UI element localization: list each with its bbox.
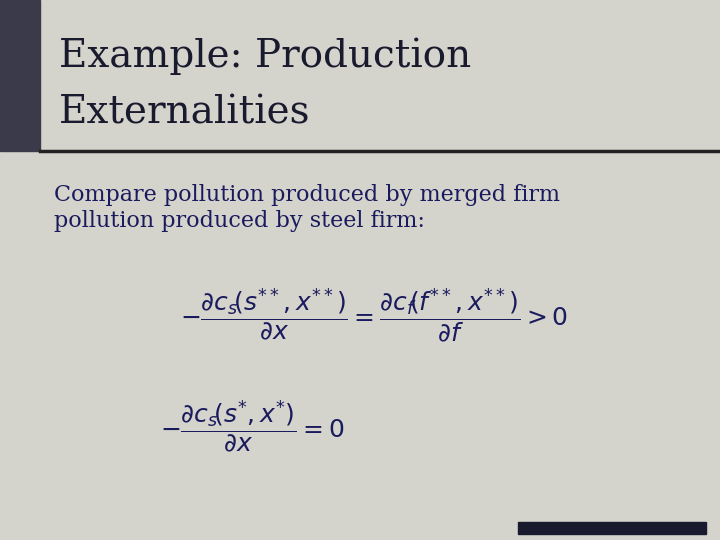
Text: $-\dfrac{\partial c_s\!\left(s^{*},x^{*}\right)}{\partial x} = 0$: $-\dfrac{\partial c_s\!\left(s^{*},x^{*}… — [160, 399, 344, 455]
Text: $-\dfrac{\partial c_s\!\left(s^{**},x^{**}\right)}{\partial x}= \dfrac{\partial : $-\dfrac{\partial c_s\!\left(s^{**},x^{*… — [180, 287, 569, 345]
Text: Example: Production: Example: Production — [59, 38, 472, 76]
Text: Compare pollution produced by merged firm
pollution produced by steel firm:: Compare pollution produced by merged fir… — [54, 184, 560, 232]
Text: Externalities: Externalities — [59, 95, 310, 132]
